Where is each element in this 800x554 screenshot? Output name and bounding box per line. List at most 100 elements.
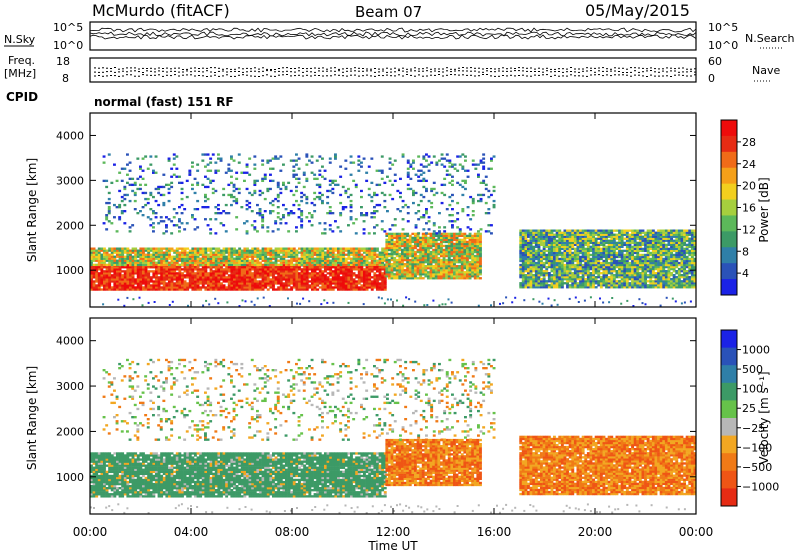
heatmap-cell [568,265,572,269]
heatmap-cell [298,251,301,254]
heatmap-cell [540,265,543,269]
heatmap-cell [217,282,221,285]
heatmap-cell [318,247,322,250]
heatmap-cell [352,251,356,254]
heatmap-cell [134,263,138,267]
heatmap-cell [631,284,634,287]
heatmap-cell [550,263,554,267]
heatmap-cell [521,231,525,234]
heatmap-cell [393,236,397,240]
heatmap-cell [553,233,556,236]
heatmap-cell [401,267,404,270]
heatmap-cell [350,282,353,285]
heatmap-cell [599,235,603,238]
heatmap-cell [194,255,197,258]
heatmap-cell [532,235,536,238]
heatmap-cell [175,268,179,271]
freq-dot [550,68,552,70]
heatmap-cell [540,243,543,247]
heatmap-cell [149,259,153,262]
heatmap-cell [453,242,456,246]
heatmap-cell [641,261,645,265]
heatmap-cell [238,261,242,264]
freq-dot [138,75,140,77]
heatmap-cell [638,284,642,287]
heatmap-cell [196,286,200,289]
heatmap-cell [253,266,257,269]
heatmap-cell [406,269,410,272]
heatmap-cell [240,263,244,267]
heatmap-cell [118,255,122,258]
heatmap-cell [633,245,637,249]
heatmap-cell [579,278,582,281]
heatmap-cell [628,263,632,267]
heatmap-cell [259,282,262,285]
heatmap-cell [324,276,327,279]
heatmap-cell [584,243,588,247]
heatmap-cell [566,272,569,275]
heatmap-cell [447,232,451,236]
heatmap-cell [175,253,179,256]
heatmap-cell [633,229,637,232]
heatmap-cell [473,256,477,260]
heatmap-cell [560,241,564,245]
heatmap-cell [615,276,619,279]
heatmap-cell [381,274,385,277]
heatmap-cell [625,274,629,277]
freq-panel [89,57,697,83]
heatmap-cell [139,251,143,254]
heatmap-cell [620,235,624,238]
heatmap-cell [116,263,119,267]
heatmap-cell [466,254,469,258]
heatmap-cell [421,242,425,246]
heatmap-cell [625,231,629,234]
heatmap-cell [186,274,190,277]
heatmap-cell [253,255,257,258]
heatmap-cell [597,249,601,253]
freq-dot [562,71,564,73]
heatmap-cell [188,259,192,262]
heatmap-cell [429,277,433,280]
heatmap-cell [334,270,338,273]
heatmap-cell [342,280,346,283]
heatmap-cell [329,270,333,273]
heatmap-cell [576,245,580,249]
heatmap-cell [545,249,549,253]
heatmap-cell [566,284,569,287]
heatmap-cell [378,274,382,277]
heatmap-cell [136,266,140,269]
heatmap-cell [227,255,231,258]
heatmap-cell [381,280,385,283]
freq-dot [446,74,448,76]
heatmap-cell [110,259,114,262]
heatmap-cell [259,280,262,283]
heatmap-cell [139,284,143,287]
heatmap-cell [573,284,577,287]
heatmap-cell [300,270,304,273]
heatmap-cell [568,284,572,287]
heatmap-cell [287,253,291,256]
heatmap-cell [563,233,567,236]
freq-dot [94,71,96,73]
heatmap-cell [339,266,343,269]
heatmap-cell [576,229,580,232]
heatmap-cell [597,243,601,247]
heatmap-cell [605,267,608,271]
heatmap-cell [615,235,619,238]
heatmap-cell [566,274,569,277]
heatmap-cell [414,232,417,236]
heatmap-cell [553,278,556,281]
heatmap-cell [476,256,480,260]
heatmap-cell [476,232,480,236]
heatmap-cell [134,272,138,275]
heatmap-cell [463,248,467,252]
heatmap-cell [540,241,543,245]
heatmap-cell [175,249,179,252]
heatmap-cell [631,263,634,267]
heatmap-cell [586,263,590,267]
heatmap-cell [165,286,169,289]
heatmap-cell [225,280,229,283]
heatmap-cell [118,286,122,289]
freq-dot [122,75,124,77]
heatmap-cell [644,276,647,279]
